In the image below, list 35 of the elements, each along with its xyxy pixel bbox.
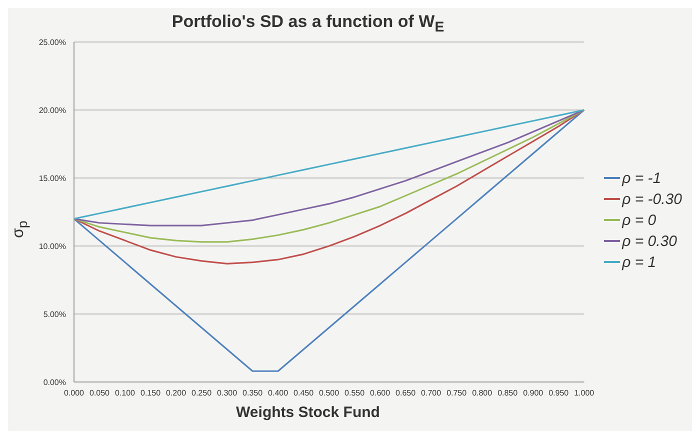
- x-tick-label: 0.800: [472, 388, 493, 398]
- x-tick-label: 0.900: [523, 388, 544, 398]
- x-tick-label: 0.250: [192, 388, 212, 398]
- x-tick-label: 0.000: [64, 388, 85, 398]
- x-tick-label: 0.300: [217, 388, 238, 398]
- chart-title: Portfolio's SD as a function of W$_{E}$: [170, 12, 446, 36]
- legend-label: ρ = 0.30: [622, 232, 677, 250]
- x-axis-title: Weights Stock Fund: [235, 404, 381, 421]
- x-tick-label: 0.600: [370, 388, 391, 398]
- x-tick-label: 1.000: [574, 388, 595, 398]
- x-tick-label: 0.150: [140, 388, 162, 398]
- x-tick-label: 0.650: [396, 388, 416, 398]
- legend-label: ρ = -1: [622, 170, 662, 186]
- y-tick-label: 10.00%: [38, 242, 66, 251]
- legend-label: ρ = 1: [622, 254, 656, 270]
- x-tick-label: 0.100: [114, 388, 136, 398]
- legend-label: ρ = 0: [622, 212, 656, 228]
- x-tick-label: 0.200: [166, 388, 187, 398]
- x-tick-label: 0.350: [242, 388, 264, 398]
- x-tick-label: 0.700: [421, 388, 442, 398]
- legend-label: ρ = -0.30: [622, 190, 682, 208]
- x-tick-label: 0.400: [268, 388, 289, 398]
- y-tick-label: 15.00%: [38, 174, 66, 183]
- x-tick-label: 0.750: [446, 388, 468, 398]
- x-tick-label: 0.550: [344, 388, 366, 398]
- x-tick-label: 0.050: [89, 388, 110, 398]
- y-tick-label: 25.00%: [38, 38, 66, 47]
- y-tick-label: 0.00%: [43, 378, 66, 387]
- x-tick-label: 0.500: [319, 388, 340, 398]
- x-tick-label: 0.850: [498, 388, 518, 398]
- line-series: [73, 109, 585, 372]
- x-tick-label: 0.950: [548, 388, 570, 398]
- y-tick-label: 20.00%: [38, 106, 66, 115]
- y-tick-label: 5.00%: [43, 310, 66, 319]
- x-tick-label: 0.450: [294, 388, 314, 398]
